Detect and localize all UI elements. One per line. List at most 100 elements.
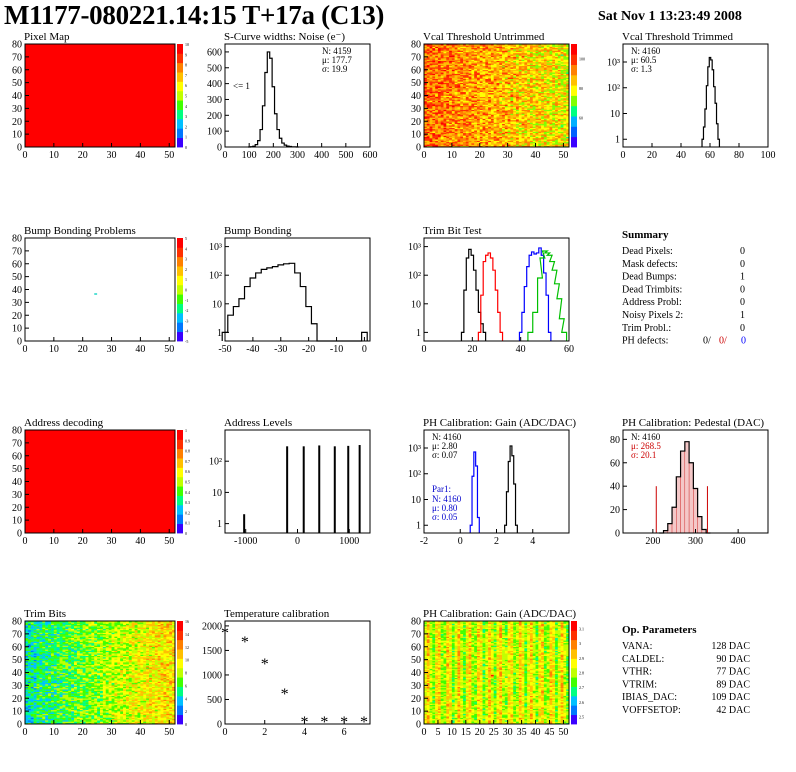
- heatmap-cell: [488, 144, 492, 146]
- y-tick-label: 600: [207, 47, 222, 58]
- heatmap-cell: [493, 72, 497, 74]
- heatmap-cell: [521, 107, 525, 109]
- heatmap-cell: [482, 73, 486, 76]
- heatmap-cell: [552, 116, 556, 118]
- heatmap-cell: [471, 101, 475, 104]
- heatmap-cell: [429, 132, 433, 135]
- heatmap-cell: [496, 121, 500, 123]
- heatmap-cell: [557, 68, 561, 70]
- heatmap-cell: [25, 693, 29, 695]
- heatmap-cell: [490, 96, 494, 99]
- heatmap-cell: [527, 83, 531, 86]
- heatmap-cell: [27, 691, 32, 694]
- heatmap-cell: [435, 49, 439, 51]
- heatmap-cell: [535, 109, 539, 112]
- heatmap-cell: [496, 126, 500, 128]
- heatmap-cell: [566, 100, 570, 103]
- heatmap-cell: [518, 140, 522, 143]
- heatmap-cell: [507, 63, 511, 65]
- heatmap-cell: [566, 119, 570, 122]
- heatmap-cell: [457, 109, 461, 112]
- heatmap-cell: [546, 51, 550, 54]
- heatmap-cell: [560, 98, 564, 100]
- heatmap-cell: [33, 636, 37, 638]
- heatmap-cell: [460, 91, 464, 94]
- heatmap-cell: [424, 137, 428, 140]
- heatmap-cell: [524, 112, 528, 114]
- heatmap-cell: [482, 53, 486, 55]
- heatmap-cell: [454, 108, 458, 110]
- heatmap-cell: [529, 65, 533, 68]
- heatmap-cell: [518, 127, 522, 130]
- heatmap-cell: [532, 83, 536, 86]
- heatmap-cell: [440, 69, 444, 72]
- heatmap-cell: [510, 143, 514, 145]
- heatmap-cell: [488, 73, 492, 76]
- heatmap-cell: [25, 646, 29, 649]
- heatmap-cell: [463, 81, 467, 83]
- heatmap-cell: [516, 94, 520, 96]
- heatmap-cell: [27, 712, 32, 714]
- heatmap-cell: [465, 81, 469, 83]
- heatmap-cell: [426, 91, 430, 94]
- heatmap-cell: [446, 77, 450, 80]
- heatmap-cell: [493, 136, 497, 139]
- heatmap-cell: [36, 690, 40, 693]
- colorbar-segment: [177, 322, 183, 333]
- heatmap-cell: [555, 58, 559, 60]
- heatmap-cell: [27, 668, 32, 671]
- heatmap-cell: [429, 95, 433, 98]
- heatmap-cell: [454, 101, 458, 104]
- heatmap-cell: [482, 135, 486, 137]
- heatmap-cell: [529, 54, 533, 56]
- heatmap-cell: [429, 90, 433, 92]
- heatmap-cell: [516, 56, 520, 59]
- heatmap-cell: [429, 117, 433, 119]
- heatmap-cell: [471, 100, 475, 103]
- heatmap-cell: [460, 144, 464, 146]
- heatmap-cell: [552, 112, 556, 114]
- heatmap-cell: [435, 139, 439, 141]
- heatmap-cell: [557, 69, 561, 72]
- heatmap-cell: [532, 85, 536, 87]
- heatmap-cell: [529, 107, 533, 109]
- heatmap-cell: [479, 82, 483, 85]
- heatmap-cell: [560, 105, 564, 108]
- heatmap-cell: [36, 699, 40, 702]
- heatmap-cell: [437, 55, 441, 58]
- heatmap-cell: [465, 144, 469, 146]
- heatmap-cell: [552, 89, 556, 91]
- heatmap-cell: [463, 83, 467, 86]
- heatmap-cell: [518, 123, 522, 126]
- heatmap-cell: [30, 691, 34, 694]
- heatmap-cell: [496, 89, 500, 91]
- heatmap-cell: [490, 118, 494, 121]
- heatmap-cell: [527, 123, 531, 126]
- heatmap-cell: [437, 110, 441, 113]
- heatmap-cell: [546, 89, 550, 91]
- heatmap-cell: [432, 92, 436, 95]
- heatmap-cell: [510, 62, 514, 64]
- heatmap-cell: [527, 143, 531, 145]
- heatmap-cell: [25, 667, 29, 669]
- colorbar-segment: [571, 85, 577, 96]
- heatmap-cell: [479, 86, 483, 89]
- chart-title: PH Calibration: Gain (ADC/DAC): [423, 417, 576, 429]
- heatmap-cell: [451, 139, 455, 141]
- heatmap-cell: [27, 666, 32, 668]
- heatmap-cell: [33, 681, 37, 684]
- heatmap-cell: [516, 72, 520, 74]
- heatmap-cell: [516, 55, 520, 58]
- colorbar-segment: [177, 458, 183, 468]
- heatmap-cell: [507, 69, 511, 72]
- colorbar-tick-label: 5: [185, 94, 187, 99]
- heatmap-cell: [432, 71, 436, 73]
- heatmap-cell: [440, 136, 444, 139]
- heatmap-cell: [460, 123, 464, 126]
- heatmap-cell: [25, 711, 29, 713]
- y-tick-label: 20: [12, 311, 22, 322]
- heatmap-cell: [552, 72, 556, 74]
- heatmap-cell: [496, 51, 500, 54]
- heatmap-cell: [532, 108, 536, 110]
- heatmap-cell: [538, 91, 542, 94]
